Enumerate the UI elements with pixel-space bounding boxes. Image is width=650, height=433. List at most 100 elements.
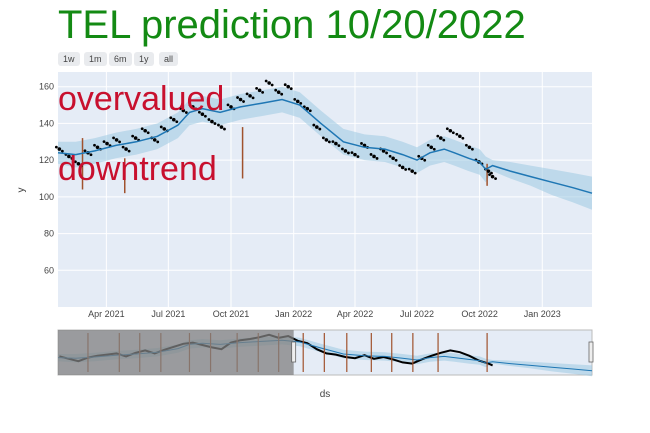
data-point xyxy=(331,140,335,144)
data-point xyxy=(280,92,284,96)
data-point xyxy=(343,149,348,153)
data-point xyxy=(238,97,243,102)
data-point xyxy=(76,161,81,166)
data-point xyxy=(270,83,274,87)
data-point xyxy=(295,99,300,104)
data-point xyxy=(124,147,128,151)
data-point xyxy=(327,140,331,144)
data-point xyxy=(226,103,230,107)
data-point xyxy=(464,143,468,147)
data-point xyxy=(229,105,233,109)
data-point xyxy=(488,173,491,177)
range-button-all[interactable]: all xyxy=(159,52,179,66)
data-point xyxy=(169,116,173,120)
range-slider-left-handle xyxy=(291,341,297,363)
data-point xyxy=(217,123,220,127)
data-point xyxy=(423,158,427,162)
data-point xyxy=(112,136,115,140)
data-point xyxy=(60,149,64,153)
data-point xyxy=(223,127,226,131)
x-tick-label: Jul 2021 xyxy=(151,309,185,319)
range-slider[interactable] xyxy=(57,329,594,377)
data-point xyxy=(175,120,179,124)
data-point xyxy=(236,96,239,99)
data-point xyxy=(203,114,207,118)
x-tick-label: Oct 2021 xyxy=(213,309,250,319)
x-tick-label: Apr 2021 xyxy=(88,309,125,319)
data-point xyxy=(410,169,414,173)
data-point xyxy=(448,128,453,133)
data-point xyxy=(213,122,217,125)
x-tick-label: Oct 2022 xyxy=(461,309,498,319)
data-point xyxy=(289,87,293,91)
data-point xyxy=(372,154,376,159)
y-tick-label: 80 xyxy=(44,229,54,239)
data-point xyxy=(381,149,386,153)
data-point xyxy=(467,145,472,150)
grid-lines xyxy=(58,72,592,307)
data-point xyxy=(197,110,201,114)
actual-points xyxy=(54,79,497,181)
plot-area[interactable] xyxy=(58,72,592,307)
data-point xyxy=(219,125,224,129)
range-button-1m[interactable]: 1m xyxy=(84,52,107,66)
data-point xyxy=(181,108,186,113)
data-point xyxy=(318,127,322,131)
data-point xyxy=(276,90,281,94)
forecast-line xyxy=(57,98,593,194)
x-tick-label: Jan 2023 xyxy=(524,309,561,319)
data-point xyxy=(347,151,350,155)
data-point xyxy=(413,171,417,175)
data-point xyxy=(283,83,287,87)
data-point xyxy=(356,155,360,159)
data-point xyxy=(184,111,188,114)
data-point xyxy=(242,100,245,103)
data-point xyxy=(83,149,87,153)
data-point xyxy=(398,164,402,167)
data-point xyxy=(118,140,121,144)
data-point xyxy=(210,119,214,124)
data-point xyxy=(375,157,379,160)
data-point xyxy=(369,153,373,156)
y-axis: 60 80 100 120 140 160 xyxy=(39,82,54,276)
data-point xyxy=(133,136,138,140)
data-point xyxy=(486,169,491,173)
data-point xyxy=(407,167,411,171)
data-point xyxy=(261,90,265,94)
data-point xyxy=(171,117,176,122)
data-point xyxy=(436,134,440,138)
data-point xyxy=(257,88,262,93)
range-slider-right-handle xyxy=(588,341,594,363)
range-button-1w[interactable]: 1w xyxy=(58,52,80,66)
data-point xyxy=(140,127,144,131)
data-point xyxy=(305,106,310,111)
y-tick-label: 100 xyxy=(39,192,54,202)
uncertainty-band-area xyxy=(58,86,592,210)
range-button-1y[interactable]: 1y xyxy=(134,52,154,66)
data-point xyxy=(324,138,329,142)
data-point xyxy=(341,147,344,151)
data-point xyxy=(337,144,341,148)
data-point xyxy=(445,127,449,131)
data-point xyxy=(312,123,316,127)
annotation-overvalued: overvalued xyxy=(58,80,225,118)
data-point xyxy=(80,164,83,168)
data-point xyxy=(159,125,163,129)
data-point xyxy=(385,151,388,155)
data-point xyxy=(293,97,297,101)
data-point xyxy=(286,84,291,89)
data-point xyxy=(394,158,398,162)
data-point xyxy=(102,140,106,144)
data-point xyxy=(308,109,312,113)
data-point xyxy=(207,118,211,121)
data-point xyxy=(200,112,205,117)
x-tick-label: Apr 2022 xyxy=(337,309,374,319)
data-point xyxy=(429,145,434,150)
data-point xyxy=(432,147,436,151)
uncertainty-band xyxy=(58,86,592,210)
x-tick-label: Jul 2022 xyxy=(400,309,434,319)
data-point xyxy=(442,138,446,142)
range-button-6m[interactable]: 6m xyxy=(109,52,132,66)
forecast-path xyxy=(57,98,593,194)
data-point xyxy=(426,143,430,147)
